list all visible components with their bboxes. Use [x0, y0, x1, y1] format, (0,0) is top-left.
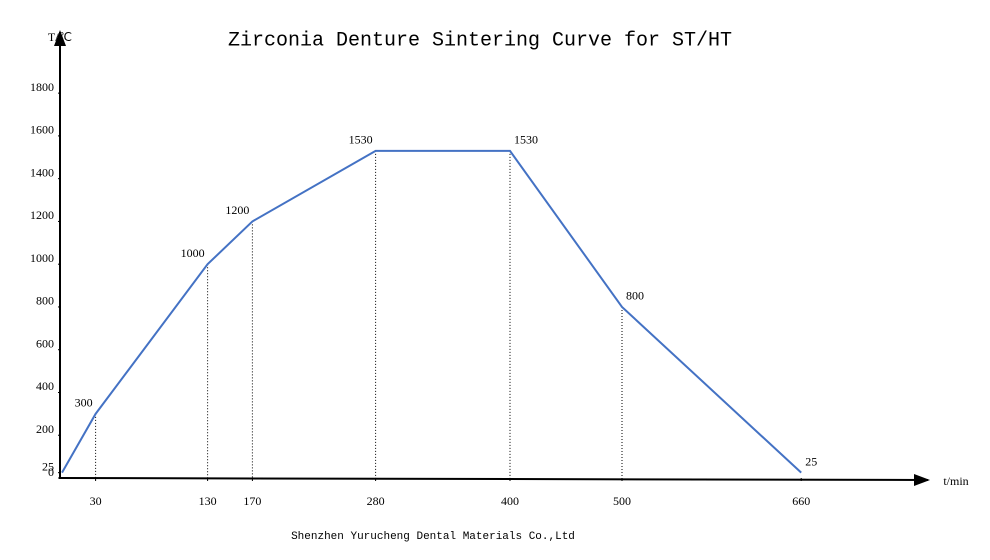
data-label: 1530	[514, 133, 538, 147]
y-tick-label: 1400	[30, 165, 54, 179]
source: Shenzhen Yurucheng Dental Materials Co.,…	[291, 531, 575, 543]
y-tick-label: 400	[36, 379, 54, 393]
x-tick-label: 280	[367, 494, 385, 508]
data-label: 1000	[181, 246, 205, 260]
y-tick-label: 600	[36, 336, 54, 350]
x-tick-label: 130	[199, 494, 217, 508]
y-tick-label: 25	[42, 459, 54, 473]
x-tick-label: 170	[243, 494, 261, 508]
x-tick-label: 500	[613, 494, 631, 508]
y-tick-label: 1600	[30, 123, 54, 137]
x-axis-label: t/min	[943, 474, 968, 488]
x-tick-label: 660	[792, 494, 810, 508]
chart-title: Zirconia Denture Sintering Curve for ST/…	[228, 29, 732, 52]
data-label: 1200	[225, 203, 249, 217]
data-label: 800	[626, 289, 644, 303]
x-tick-label: 400	[501, 494, 519, 508]
y-tick-label: 200	[36, 422, 54, 436]
y-tick-label: 1000	[30, 251, 54, 265]
x-axis	[59, 473, 930, 486]
y-tick-label: 1200	[30, 208, 54, 222]
y-tick-label: 1800	[30, 80, 54, 94]
data-label: 300	[75, 396, 93, 410]
y-tick-label: 800	[36, 294, 54, 308]
series-line	[61, 149, 802, 474]
data-label: 1530	[349, 133, 373, 147]
x-tick-label: 30	[90, 494, 102, 508]
y-tick-label: 0	[48, 465, 54, 479]
data-label: 25	[805, 454, 817, 468]
